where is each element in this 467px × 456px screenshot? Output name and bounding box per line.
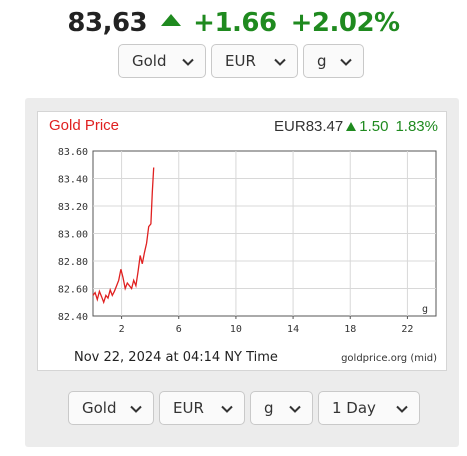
up-arrow-icon [346, 122, 357, 131]
y-tick-label: 83.60 [58, 147, 88, 158]
y-tick-label: 83.00 [58, 230, 88, 241]
y-tick-label: 82.80 [58, 257, 88, 268]
chart-price: EUR83.47 [274, 118, 344, 135]
currency-select-value: EUR [225, 52, 256, 70]
chevron-down-icon [395, 402, 409, 416]
x-tick-label: 6 [176, 324, 182, 335]
y-tick-label: 82.60 [58, 285, 88, 296]
chart-source: goldprice.org (mid) [341, 353, 437, 364]
chart-price-summary: EUR83.47 1.50 1.83% [274, 118, 438, 135]
x-tick-label: 10 [230, 324, 242, 335]
current-price: 83,63 [67, 8, 148, 38]
chart-panel: Gold Price EUR83.47 1.50 1.83% 82.40 82.6… [37, 111, 447, 371]
time-range-select[interactable]: 1 Day [318, 391, 420, 425]
y-tick-label: 83.40 [58, 175, 88, 186]
chevron-down-icon [220, 402, 234, 416]
unit-select-value: g [317, 52, 327, 70]
price-header: 83,63 +1.66 +2.02% [0, 6, 467, 40]
bottom-metal-select[interactable]: Gold [68, 391, 154, 425]
bottom-metal-select-value: Gold [82, 399, 117, 417]
chevron-down-icon [129, 402, 143, 416]
chevron-down-icon [181, 55, 195, 69]
bottom-currency-select[interactable]: EUR [159, 391, 245, 425]
chevron-down-icon [339, 55, 353, 69]
chart-change-percent: 1.83% [395, 118, 438, 135]
x-tick-label: 14 [287, 324, 299, 335]
price-change-percent: +2.02% [290, 8, 401, 38]
y-tick-label: 83.20 [58, 202, 88, 213]
chart-title: Gold Price [49, 117, 120, 134]
metal-select[interactable]: Gold [118, 44, 206, 78]
y-tick-label: 82.40 [58, 312, 88, 323]
unit-label: g [422, 304, 428, 315]
x-tick-label: 22 [401, 324, 413, 335]
bottom-currency-select-value: EUR [173, 399, 204, 417]
price-change: +1.66 [193, 8, 277, 38]
chevron-down-icon [288, 402, 302, 416]
bottom-unit-select-value: g [264, 399, 274, 417]
up-arrow-icon [161, 14, 182, 26]
price-chart: 82.40 82.60 82.80 83.00 83.20 83.40 83.60 2 6 10 1… [58, 147, 437, 335]
unit-select[interactable]: g [303, 44, 364, 78]
x-tick-label: 2 [119, 324, 125, 335]
chart-date-time: Nov 22, 2024 at 04:14 NY Time [74, 350, 278, 365]
time-range-select-value: 1 Day [332, 399, 376, 417]
chevron-down-icon [273, 55, 287, 69]
x-tick-label: 18 [344, 324, 356, 335]
metal-select-value: Gold [132, 52, 167, 70]
bottom-unit-select[interactable]: g [250, 391, 313, 425]
price-line [92, 167, 155, 305]
currency-select[interactable]: EUR [211, 44, 298, 78]
chart-change: 1.50 [359, 118, 389, 135]
